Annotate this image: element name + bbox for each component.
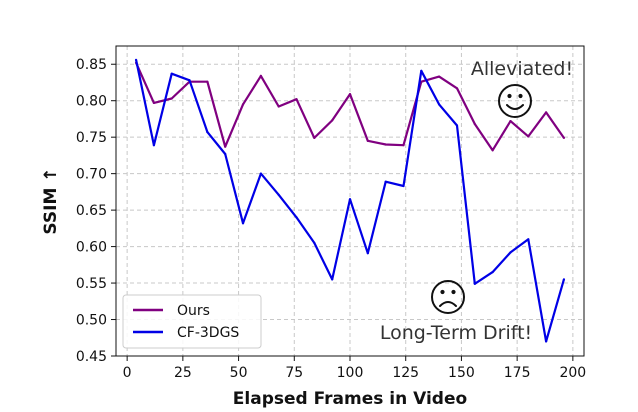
data-point-cf-3dgs-0 [134,58,138,61]
data-point-cf-3dgs-8 [277,193,280,196]
x-axis-ticks: 0 25 50 75 100 125 150 175 200 [123,356,586,381]
data-point-cf-3dgs-13 [366,252,369,255]
data-point-ours-12 [348,93,352,96]
data-point-cf-3dgs-4 [206,130,209,134]
data-point-ours-4 [206,80,209,83]
data-point-cf-3dgs-22 [527,238,530,241]
y-tick-label-7: 0.80 [76,94,107,110]
x-tick-label-2: 50 [230,365,248,381]
data-point-ours-2 [170,97,173,100]
data-point-cf-3dgs-15 [402,184,405,188]
data-point-cf-3dgs-5 [224,152,227,156]
data-point-cf-3dgs-10 [313,241,316,245]
y-axis-title: SSIM ↑ [41,167,61,234]
y-tick-label-8: 0.85 [76,57,107,73]
y-tick-label-5: 0.70 [76,167,107,183]
series-lines [134,58,566,343]
data-point-cf-3dgs-20 [491,271,494,274]
x-tick-label-4: 100 [337,365,364,381]
x-tick-label-5: 125 [392,365,419,381]
data-point-ours-14 [384,143,387,146]
data-point-ours-10 [313,136,316,140]
data-point-ours-5 [224,145,227,148]
y-tick-label-0: 0.45 [76,349,107,365]
data-point-ours-11 [331,119,334,122]
y-tick-label-6: 0.75 [76,130,107,146]
x-tick-label-6: 150 [448,365,475,381]
x-tick-label-1: 25 [174,365,192,381]
data-point-cf-3dgs-24 [562,278,566,281]
y-tick-label-4: 0.65 [76,203,107,219]
data-point-ours-1 [152,101,155,104]
data-point-ours-24 [562,136,566,140]
data-point-cf-3dgs-23 [545,340,548,343]
x-tick-label-8: 200 [559,365,586,381]
y-tick-label-1: 0.50 [76,313,107,329]
annotation-alleviated: Alleviated! [471,58,573,80]
data-point-ours-23 [545,111,548,114]
data-point-cf-3dgs-14 [384,180,387,183]
data-point-ours-17 [438,75,441,78]
data-point-ours-21 [509,120,512,123]
y-axis-ticks: 0.45 0.50 0.55 0.60 0.65 0.70 0.75 0.80 0.85 [76,57,116,365]
data-point-cf-3dgs-9 [295,216,298,219]
data-point-cf-3dgs-2 [170,72,173,75]
x-axis-title: Elapsed Frames in Video [233,389,467,409]
data-point-ours-22 [527,135,530,138]
data-point-cf-3dgs-11 [331,278,334,281]
data-point-ours-20 [491,149,494,152]
frowning-face-icon [431,280,465,314]
legend-label-cf-3dgs: CF-3DGS [177,325,239,341]
data-point-cf-3dgs-16 [420,69,423,72]
data-point-cf-3dgs-1 [152,144,155,147]
data-point-ours-8 [277,105,280,108]
data-point-ours-13 [366,139,369,142]
data-point-cf-3dgs-21 [509,251,512,254]
y-tick-label-2: 0.55 [76,276,107,292]
data-point-ours-9 [295,98,298,101]
data-point-cf-3dgs-18 [455,124,459,127]
legend-label-ours: Ours [177,303,210,319]
data-point-ours-7 [259,74,262,78]
data-point-ours-19 [473,122,476,126]
data-point-cf-3dgs-7 [259,172,262,175]
data-point-cf-3dgs-12 [348,198,352,201]
x-tick-label-7: 175 [504,365,531,381]
smiley-face-icon [498,84,532,118]
x-tick-label-0: 0 [123,365,132,381]
data-point-ours-15 [402,144,405,147]
data-point-cf-3dgs-6 [241,222,245,225]
data-point-cf-3dgs-3 [188,79,191,82]
legend: Ours CF-3DGS [122,294,262,349]
data-point-ours-18 [455,87,459,90]
x-tick-label-3: 75 [285,365,303,381]
data-point-cf-3dgs-17 [438,103,441,106]
data-point-cf-3dgs-19 [473,282,476,285]
annotation-long-term-drift: Long-Term Drift! [380,322,532,344]
y-tick-label-3: 0.60 [76,240,107,256]
legend-box [122,294,262,349]
data-point-ours-6 [241,103,245,106]
